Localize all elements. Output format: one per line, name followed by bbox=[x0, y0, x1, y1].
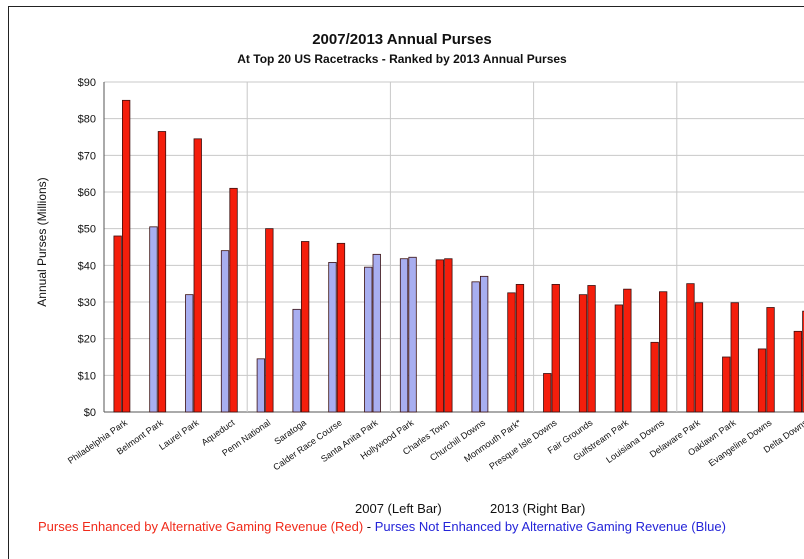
y-tick-label: $80 bbox=[78, 114, 96, 126]
bar-2007 bbox=[650, 341, 659, 413]
y-tick-label: $70 bbox=[78, 150, 96, 162]
bar-2007 bbox=[220, 250, 230, 413]
bar-2013 bbox=[659, 291, 668, 413]
legend-right-bar: 2013 (Right Bar) bbox=[490, 501, 586, 516]
bar-2013 bbox=[587, 285, 596, 413]
bar-2007 bbox=[292, 308, 301, 413]
bar-2013 bbox=[515, 283, 525, 413]
bar-2007 bbox=[364, 266, 373, 413]
legend-separator: - bbox=[363, 519, 375, 534]
y-tick-label: $0 bbox=[84, 407, 96, 419]
bar-2013 bbox=[766, 307, 775, 413]
bar-2013 bbox=[300, 241, 310, 413]
legend-left-bar: 2007 (Left Bar) bbox=[355, 501, 442, 516]
bar-2007 bbox=[185, 294, 194, 413]
bar-2007 bbox=[435, 259, 445, 413]
bar-2007 bbox=[614, 304, 623, 413]
bar-2007 bbox=[793, 330, 802, 413]
bar-2013 bbox=[694, 302, 704, 413]
bar-2007 bbox=[757, 348, 767, 413]
y-tick-label: $40 bbox=[78, 260, 96, 272]
bar-2007 bbox=[722, 356, 731, 413]
chart-frame bbox=[8, 6, 804, 559]
bar-2013 bbox=[372, 253, 381, 413]
y-tick-label: $10 bbox=[78, 370, 96, 382]
legend-blue-text: Purses Not Enhanced by Alternative Gamin… bbox=[374, 519, 726, 534]
bar-2013 bbox=[479, 275, 489, 413]
bar-2007 bbox=[686, 283, 695, 413]
bar-2007 bbox=[149, 226, 158, 413]
bar-2013 bbox=[623, 288, 632, 413]
x-tick-label: Presque Isle Downs bbox=[487, 417, 559, 471]
bar-2013 bbox=[122, 99, 131, 413]
x-tick-label: Laurel Park bbox=[157, 417, 201, 452]
color-legend: Purses Enhanced by Alternative Gaming Re… bbox=[38, 519, 726, 534]
bar-2013 bbox=[229, 187, 238, 413]
x-tick-label: Philadelphia Park bbox=[66, 417, 130, 466]
bar-2007 bbox=[328, 261, 337, 413]
bar-2007 bbox=[256, 358, 266, 413]
bar-2007 bbox=[399, 258, 409, 413]
bar-2013 bbox=[730, 302, 739, 413]
y-tick-label: $50 bbox=[78, 224, 96, 236]
bar-2007 bbox=[543, 373, 552, 413]
bar-2013 bbox=[802, 310, 804, 413]
y-tick-label: $30 bbox=[78, 297, 96, 309]
chart-subtitle: At Top 20 US Racetracks - Ranked by 2013… bbox=[237, 52, 567, 66]
bar-2013 bbox=[193, 138, 202, 413]
bar-2013 bbox=[551, 283, 560, 413]
bar-2007 bbox=[113, 235, 122, 413]
chart-title: 2007/2013 Annual Purses bbox=[312, 31, 492, 48]
bar-2007 bbox=[578, 294, 588, 413]
bar-2007 bbox=[507, 292, 516, 413]
bar-2013 bbox=[408, 256, 417, 413]
y-tick-label: $90 bbox=[78, 77, 96, 89]
bar-chart: $0 $10 $20 $30 $40 $50 $60 $70 $80 $90 Philadelphi… bbox=[66, 77, 804, 472]
y-tick-label: $20 bbox=[78, 334, 96, 346]
bar-2007 bbox=[471, 281, 480, 413]
bar-2013 bbox=[157, 131, 167, 413]
bar-2013 bbox=[336, 242, 346, 413]
y-tick-label: $60 bbox=[78, 187, 96, 199]
legend-red-text: Purses Enhanced by Alternative Gaming Re… bbox=[38, 519, 364, 534]
bar-2013 bbox=[265, 228, 274, 413]
bar-2013 bbox=[444, 258, 453, 413]
x-tick-label: Evangeline Downs bbox=[707, 417, 774, 468]
